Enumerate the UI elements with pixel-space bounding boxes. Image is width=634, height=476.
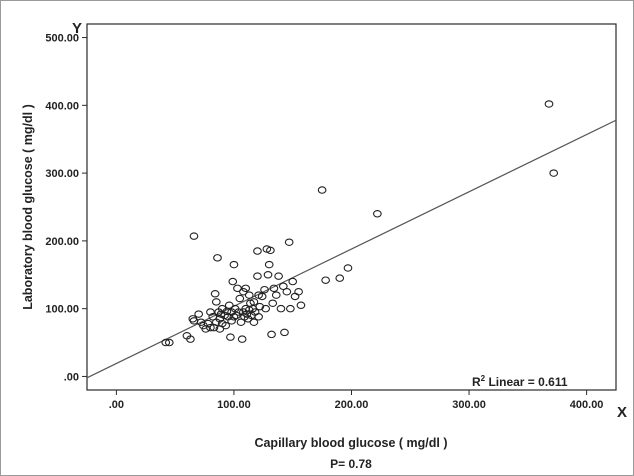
data-point	[203, 319, 213, 328]
data-point	[261, 304, 271, 313]
data-point	[263, 271, 273, 279]
data-point	[229, 313, 239, 321]
data-point	[189, 232, 199, 240]
data-point	[321, 276, 330, 284]
p-value: P= 0.78	[330, 457, 372, 471]
data-point	[254, 313, 263, 321]
data-point	[206, 308, 215, 316]
r-squared-annotation: R2 Linear = 0.611	[472, 374, 568, 389]
data-point	[237, 335, 247, 343]
x-tick-label: 200.00	[335, 399, 369, 411]
data-point	[210, 290, 220, 298]
x-axis-label: Capillary blood glucose ( mg/dl )	[254, 436, 447, 450]
data-point	[373, 210, 382, 218]
data-point	[228, 277, 238, 286]
regression-line-group	[86, 119, 617, 379]
scatter-points	[161, 100, 559, 347]
x-tick-label: 400.00	[570, 399, 604, 411]
data-point	[229, 260, 239, 269]
data-point	[343, 264, 353, 272]
r-squared-prefix: R	[472, 375, 481, 389]
y-tick-label: .00	[64, 371, 79, 383]
data-point	[241, 284, 251, 293]
data-point	[164, 338, 174, 347]
y-tick-label: 200.00	[45, 236, 79, 248]
data-point	[249, 298, 259, 306]
r-squared-text: Linear = 0.611	[485, 375, 568, 389]
y-axis-letter: Y	[72, 20, 82, 37]
data-point	[186, 335, 195, 343]
data-point	[268, 299, 278, 307]
data-point	[242, 310, 252, 318]
data-point	[269, 284, 279, 293]
data-point	[253, 247, 262, 255]
data-point	[284, 238, 294, 246]
data-point	[260, 285, 269, 294]
data-point	[294, 287, 303, 296]
data-point	[234, 308, 243, 316]
data-point	[221, 321, 231, 330]
data-point	[161, 338, 171, 347]
x-tick-label: .00	[109, 399, 124, 411]
data-point	[544, 100, 554, 108]
data-point	[211, 298, 221, 306]
data-point	[286, 304, 295, 313]
x-axis-letter: X	[617, 404, 627, 421]
y-tick-label: 400.00	[45, 100, 79, 112]
data-point	[264, 260, 274, 269]
r-squared-superscript: 2	[481, 374, 486, 383]
data-point	[271, 291, 281, 299]
data-point	[226, 333, 235, 341]
data-point	[255, 302, 265, 311]
y-tick-label: 100.00	[45, 304, 79, 316]
y-tick-label: 500.00	[45, 33, 79, 45]
x-tick-label: 300.00	[452, 399, 486, 411]
data-point	[282, 287, 292, 296]
regression-line	[86, 119, 617, 379]
data-point	[194, 310, 204, 318]
data-point	[257, 292, 267, 301]
data-point	[235, 294, 245, 303]
data-point	[244, 291, 254, 299]
data-point	[266, 246, 275, 255]
data-point	[288, 277, 298, 286]
x-tick-label: 100.00	[217, 399, 251, 411]
data-point	[280, 328, 289, 337]
y-tick-label: 300.00	[45, 168, 79, 180]
y-axis-ticks: .00 100.00 200.00 300.00 400.00 500.00	[45, 33, 87, 383]
data-point	[249, 318, 259, 326]
plot-area	[86, 23, 617, 391]
data-point	[317, 186, 327, 194]
data-point	[296, 301, 306, 310]
data-point	[206, 323, 215, 332]
data-point	[549, 169, 559, 177]
data-point	[276, 304, 286, 313]
data-point	[267, 330, 276, 339]
data-point	[274, 272, 283, 280]
data-point	[253, 272, 262, 280]
y-axis-label: Laboratory blood glucose ( mg/dl )	[21, 104, 35, 310]
x-axis-ticks: .00 100.00 200.00 300.00 400.00	[109, 390, 604, 411]
data-point	[213, 254, 222, 262]
data-point	[335, 274, 345, 282]
data-point	[227, 317, 236, 325]
